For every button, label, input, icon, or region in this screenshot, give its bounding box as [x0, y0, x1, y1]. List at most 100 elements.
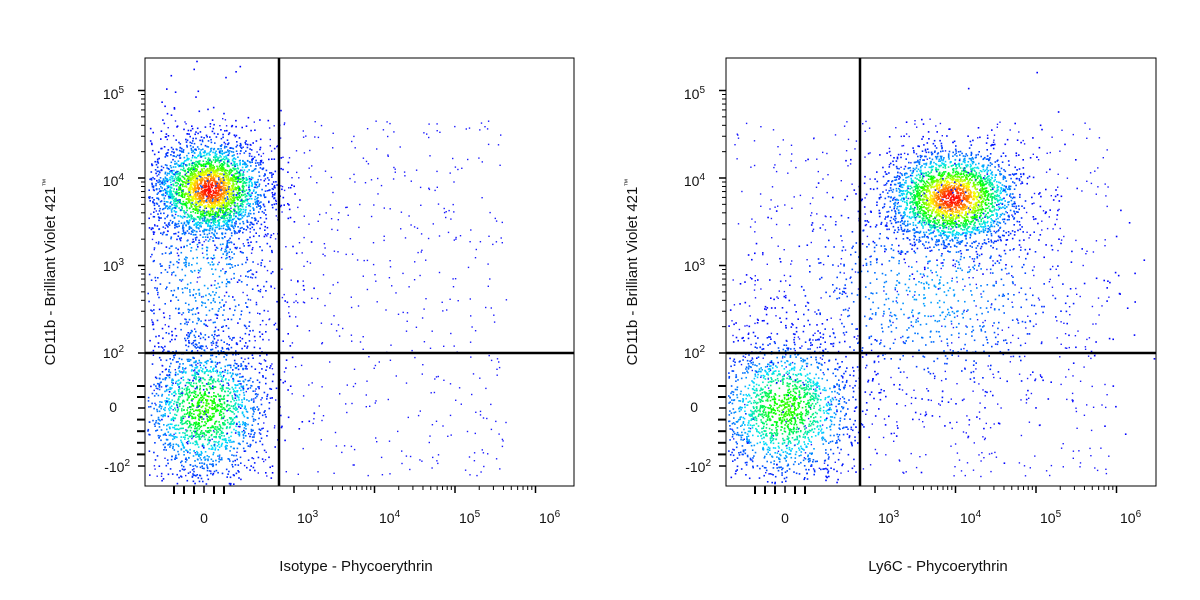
- event-dot: [212, 213, 214, 215]
- event-dot: [240, 389, 242, 392]
- event-dot: [242, 252, 244, 254]
- event-dot: [233, 336, 235, 339]
- event-dot: [194, 167, 196, 169]
- event-dot: [243, 245, 245, 247]
- event-dot: [151, 321, 154, 323]
- event-dot: [256, 186, 258, 189]
- event-dot: [185, 172, 188, 175]
- event-dot: [181, 464, 183, 467]
- event-dot: [209, 419, 212, 421]
- event-dot: [164, 156, 167, 158]
- event-dot: [213, 207, 215, 209]
- event-dot: [182, 151, 185, 153]
- event-dot: [243, 169, 246, 171]
- event-dot: [243, 228, 245, 230]
- event-dot: [162, 189, 164, 192]
- event-dot: [191, 241, 194, 243]
- event-dot: [259, 347, 261, 350]
- event-dot: [189, 282, 192, 284]
- event-dot: [171, 222, 173, 224]
- event-dot: [168, 247, 171, 250]
- event-dot: [215, 395, 217, 398]
- event-dot: [217, 159, 220, 162]
- event-dot: [190, 168, 192, 170]
- event-dot: [205, 430, 207, 432]
- event-dot: [200, 430, 203, 432]
- event-dot: [207, 159, 209, 161]
- event-dot: [166, 179, 168, 181]
- event-dot: [260, 223, 263, 226]
- event-dot: [191, 436, 194, 439]
- event-dot: [212, 273, 214, 275]
- event-dot: [190, 406, 192, 408]
- event-dot: [177, 160, 180, 162]
- event-dot: [162, 119, 164, 121]
- event-dot: [156, 166, 159, 169]
- event-dot: [183, 203, 186, 205]
- event-dot: [178, 432, 181, 434]
- event-dot: [158, 170, 160, 172]
- event-dot: [201, 399, 204, 402]
- event-dot: [191, 198, 194, 200]
- event-dot: [274, 192, 276, 195]
- event-dot: [192, 208, 194, 210]
- event-dot: [213, 178, 216, 180]
- event-dot: [227, 164, 230, 167]
- event-dot: [177, 384, 179, 386]
- event-dot: [197, 404, 199, 407]
- event-dot: [200, 199, 203, 202]
- event-dot: [376, 148, 378, 150]
- event-dot: [201, 218, 204, 220]
- event-dot: [174, 428, 176, 430]
- event-dot: [217, 201, 219, 203]
- event-dot: [210, 168, 212, 171]
- event-dot: [190, 185, 192, 187]
- event-dot: [186, 412, 189, 415]
- event-dot: [215, 175, 217, 177]
- event-dot: [242, 375, 244, 378]
- event-dot: [195, 205, 197, 208]
- event-dot: [264, 174, 266, 176]
- event-dot: [240, 365, 242, 368]
- event-dot: [166, 192, 169, 194]
- event-dot: [164, 413, 166, 415]
- event-dot: [183, 177, 186, 180]
- event-dot: [184, 372, 187, 374]
- event-dot: [225, 175, 227, 178]
- event-dot: [220, 371, 223, 374]
- event-dot: [155, 430, 157, 432]
- event-dot: [238, 172, 240, 175]
- event-dot: [248, 333, 250, 336]
- event-dot: [212, 172, 215, 174]
- event-dot: [218, 224, 220, 227]
- event-dot: [242, 222, 245, 225]
- event-dot: [164, 390, 166, 393]
- event-dot: [249, 189, 251, 191]
- event-dot: [187, 450, 189, 453]
- event-dot: [171, 378, 174, 380]
- event-dot: [224, 175, 226, 177]
- event-dot: [152, 131, 154, 134]
- event-dot: [216, 237, 218, 239]
- event-dot: [196, 243, 199, 246]
- event-dot: [193, 194, 196, 196]
- event-dot: [256, 206, 258, 208]
- event-dot: [171, 214, 174, 217]
- event-dot: [209, 399, 212, 401]
- event-dot: [225, 184, 228, 187]
- event-dot: [248, 244, 251, 247]
- event-dot: [217, 310, 220, 312]
- event-dot: [178, 141, 180, 144]
- event-dot: [159, 381, 162, 384]
- event-dot: [215, 344, 218, 347]
- event-dot: [266, 354, 268, 356]
- event-dot: [259, 433, 262, 435]
- event-dot: [169, 181, 172, 184]
- event-dot: [176, 199, 179, 201]
- event-dot: [176, 401, 178, 404]
- event-dot: [196, 432, 198, 434]
- event-dot: [259, 146, 262, 149]
- event-dot: [179, 201, 181, 204]
- event-dot: [210, 200, 212, 202]
- event-dot: [175, 211, 178, 213]
